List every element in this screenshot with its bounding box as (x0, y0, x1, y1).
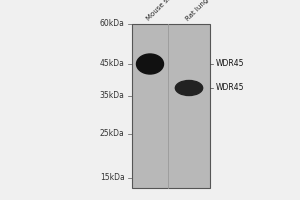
Text: 45kDa: 45kDa (100, 60, 124, 68)
Text: Rat lung: Rat lung (185, 0, 210, 22)
Text: Mouse skeletal muscle: Mouse skeletal muscle (146, 0, 206, 22)
Ellipse shape (136, 54, 164, 74)
Text: 25kDa: 25kDa (100, 130, 124, 138)
Text: WDR45: WDR45 (216, 60, 244, 68)
Text: 60kDa: 60kDa (100, 20, 124, 28)
Bar (132, 24, 210, 188)
Ellipse shape (176, 80, 203, 95)
Text: 35kDa: 35kDa (100, 92, 124, 100)
Text: WDR45: WDR45 (216, 83, 244, 92)
Text: 15kDa: 15kDa (100, 173, 124, 182)
